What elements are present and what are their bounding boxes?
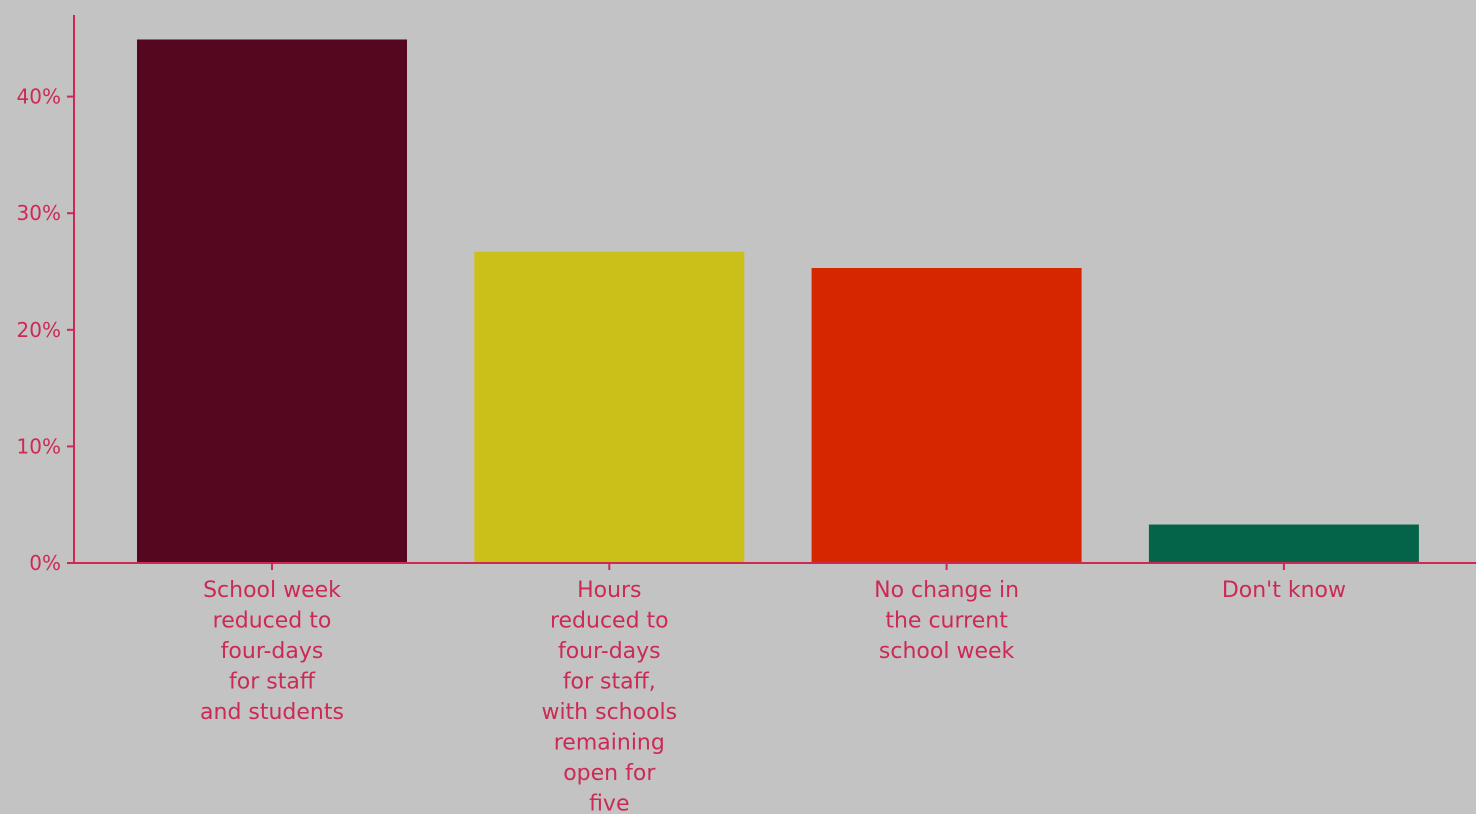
x-tick-label: four-days bbox=[221, 639, 324, 664]
x-tick-label: reduced to bbox=[213, 609, 332, 634]
x-labels-group: School week reduced to four-days for staff a… bbox=[200, 578, 1346, 814]
x-tick-label: four-days bbox=[558, 639, 661, 664]
y-ticks-group: 0% 10% 20% 30% 40% bbox=[17, 85, 1285, 575]
x-tick-label: with schools bbox=[541, 700, 677, 725]
x-tick-label: reduced to bbox=[550, 609, 669, 634]
x-tick-label: No change in bbox=[874, 578, 1019, 603]
y-tick-label: 20% bbox=[17, 318, 61, 342]
x-tick-label: open for bbox=[563, 761, 656, 786]
x-tick-label: for staff bbox=[229, 670, 316, 695]
x-tick-label: for staff, bbox=[563, 670, 656, 695]
bar-2 bbox=[474, 251, 745, 563]
bars-group bbox=[137, 39, 1419, 563]
bar-3 bbox=[811, 268, 1082, 563]
x-tick-label: Hours bbox=[577, 578, 641, 603]
x-tick-label: remaining bbox=[554, 731, 665, 756]
x-tick-label: Don't know bbox=[1222, 578, 1346, 603]
x-tick-label: and students bbox=[200, 700, 344, 725]
bar-4 bbox=[1148, 524, 1419, 563]
x-tick-label: five bbox=[589, 792, 629, 814]
axes-group bbox=[68, 15, 1476, 564]
y-tick-label: 40% bbox=[17, 85, 61, 109]
y-tick-label: 0% bbox=[29, 551, 61, 575]
x-tick-label: School week bbox=[203, 578, 341, 603]
x-tick-label: school week bbox=[879, 639, 1015, 664]
y-tick-label: 30% bbox=[17, 201, 61, 225]
x-tick-label: the current bbox=[885, 609, 1008, 634]
y-tick-label: 10% bbox=[17, 434, 61, 458]
bar-1 bbox=[137, 39, 407, 563]
